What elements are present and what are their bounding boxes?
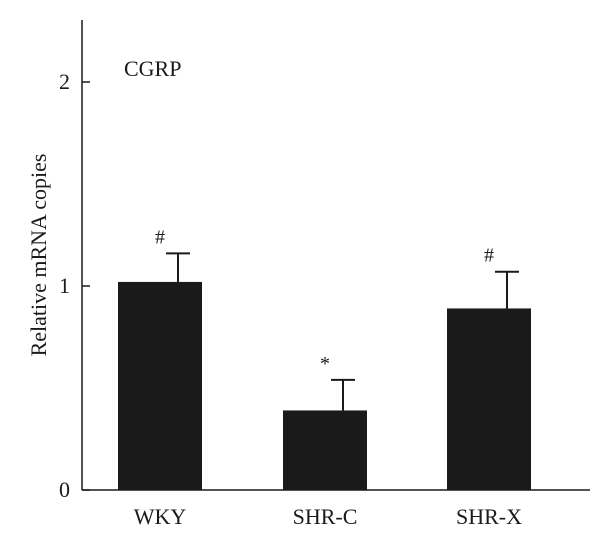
y-tick-label: 1 <box>59 273 70 298</box>
significance-marker: # <box>484 245 494 267</box>
y-tick-label: 0 <box>59 477 70 502</box>
labels: # WKY * SHR-C # SHR-X <box>134 226 522 529</box>
x-tick-label: WKY <box>134 504 187 529</box>
bar <box>447 308 531 490</box>
y-tick-label: 2 <box>59 69 70 94</box>
x-tick-label: SHR-C <box>293 504 358 529</box>
bar <box>283 410 367 490</box>
significance-marker: * <box>320 353 330 375</box>
significance-marker: # <box>155 226 165 248</box>
x-tick-label: SHR-X <box>456 504 522 529</box>
bars <box>118 252 531 490</box>
chart-title: CGRP <box>124 56 181 81</box>
y-axis-label: Relative mRNA copies <box>26 154 51 357</box>
bar <box>118 281 202 490</box>
